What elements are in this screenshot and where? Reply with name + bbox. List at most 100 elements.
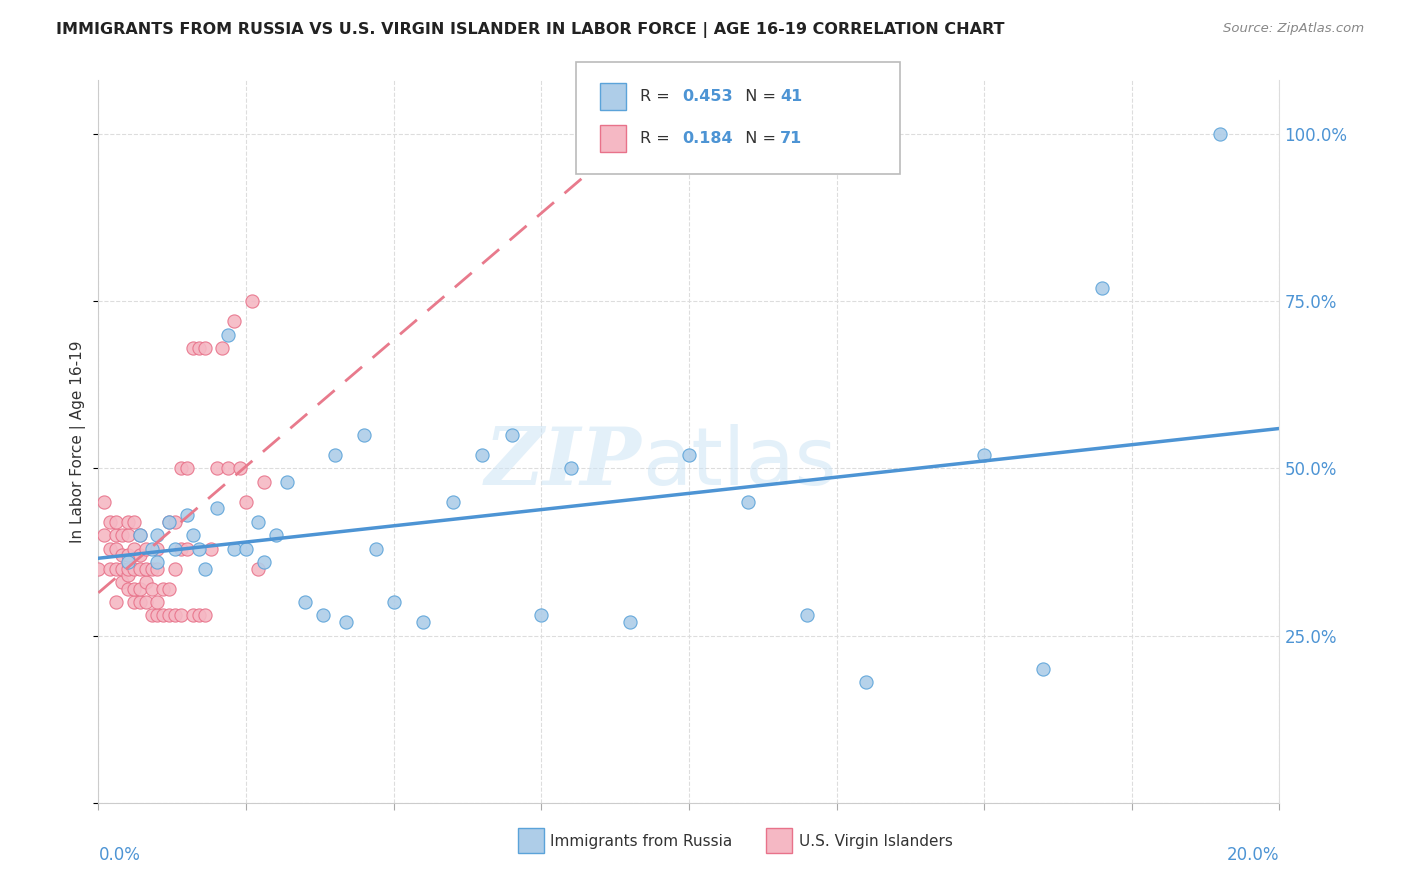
Point — [93, 528, 115, 542]
Point — [122, 582, 145, 596]
Point — [135, 562, 157, 576]
Point — [530, 608, 553, 623]
Point — [471, 448, 494, 462]
Point — [165, 541, 187, 556]
Point — [157, 515, 180, 529]
Point — [187, 608, 209, 623]
Point — [246, 515, 269, 529]
Point — [1032, 662, 1054, 676]
Text: N =: N = — [735, 131, 782, 145]
Point — [200, 541, 222, 556]
Point — [135, 595, 157, 609]
Point — [165, 608, 187, 623]
Point — [105, 541, 128, 556]
Point — [146, 528, 169, 542]
Point — [105, 528, 128, 542]
Point — [111, 562, 134, 576]
Point — [141, 541, 163, 556]
Point — [353, 427, 375, 442]
Point — [181, 341, 204, 355]
Point — [105, 515, 128, 529]
Point — [141, 562, 163, 576]
Point — [128, 562, 150, 576]
Point — [157, 515, 180, 529]
Text: ZIP: ZIP — [485, 425, 641, 502]
Text: 20.0%: 20.0% — [1227, 847, 1279, 864]
Text: 0.184: 0.184 — [682, 131, 733, 145]
Point — [117, 582, 139, 596]
Point — [335, 615, 357, 630]
Point — [176, 461, 198, 475]
Point — [117, 555, 139, 569]
Point — [246, 562, 269, 576]
Point — [224, 541, 246, 556]
Point — [122, 515, 145, 529]
Point — [146, 562, 169, 576]
Point — [973, 448, 995, 462]
Point — [1209, 127, 1232, 141]
Point — [157, 582, 180, 596]
Point — [276, 475, 298, 489]
Point — [382, 595, 405, 609]
Point — [224, 314, 246, 328]
Point — [111, 528, 134, 542]
Point — [235, 494, 257, 508]
Point — [87, 562, 110, 576]
Point — [194, 562, 217, 576]
Point — [122, 562, 145, 576]
Text: IMMIGRANTS FROM RUSSIA VS U.S. VIRGIN ISLANDER IN LABOR FORCE | AGE 16-19 CORREL: IMMIGRANTS FROM RUSSIA VS U.S. VIRGIN IS… — [56, 22, 1005, 38]
Point — [146, 608, 169, 623]
Point — [152, 608, 174, 623]
Point — [235, 541, 257, 556]
Point — [122, 541, 145, 556]
Point — [146, 595, 169, 609]
Point — [157, 608, 180, 623]
Text: Immigrants from Russia: Immigrants from Russia — [550, 834, 733, 848]
Point — [217, 327, 239, 342]
Point — [194, 341, 217, 355]
Point — [441, 494, 464, 508]
Point — [205, 461, 228, 475]
Point — [560, 461, 582, 475]
Point — [128, 582, 150, 596]
Point — [128, 595, 150, 609]
Point — [619, 615, 641, 630]
Point — [855, 675, 877, 690]
Text: Source: ZipAtlas.com: Source: ZipAtlas.com — [1223, 22, 1364, 36]
Point — [98, 562, 121, 576]
Point — [117, 568, 139, 582]
Point — [181, 608, 204, 623]
Point — [122, 595, 145, 609]
Point — [117, 515, 139, 529]
Text: 0.453: 0.453 — [682, 89, 733, 103]
Point — [141, 608, 163, 623]
Point — [146, 555, 169, 569]
Point — [176, 508, 198, 523]
Point — [264, 528, 287, 542]
Point — [217, 461, 239, 475]
Point — [170, 461, 193, 475]
Bar — [766, 828, 792, 854]
Point — [135, 541, 157, 556]
Point — [187, 541, 209, 556]
Point — [796, 608, 818, 623]
Point — [128, 528, 150, 542]
Point — [128, 528, 150, 542]
Point — [111, 575, 134, 590]
Point — [211, 341, 233, 355]
Point — [117, 528, 139, 542]
Point — [146, 541, 169, 556]
Point — [294, 595, 316, 609]
Point — [253, 555, 276, 569]
Text: U.S. Virgin Islanders: U.S. Virgin Islanders — [799, 834, 953, 848]
Point — [176, 541, 198, 556]
Point — [170, 608, 193, 623]
Point — [105, 595, 128, 609]
Point — [253, 475, 276, 489]
Point — [181, 528, 204, 542]
Point — [170, 541, 193, 556]
Text: 0.0%: 0.0% — [98, 847, 141, 864]
Point — [111, 548, 134, 563]
Point — [323, 448, 346, 462]
Point — [240, 294, 263, 309]
